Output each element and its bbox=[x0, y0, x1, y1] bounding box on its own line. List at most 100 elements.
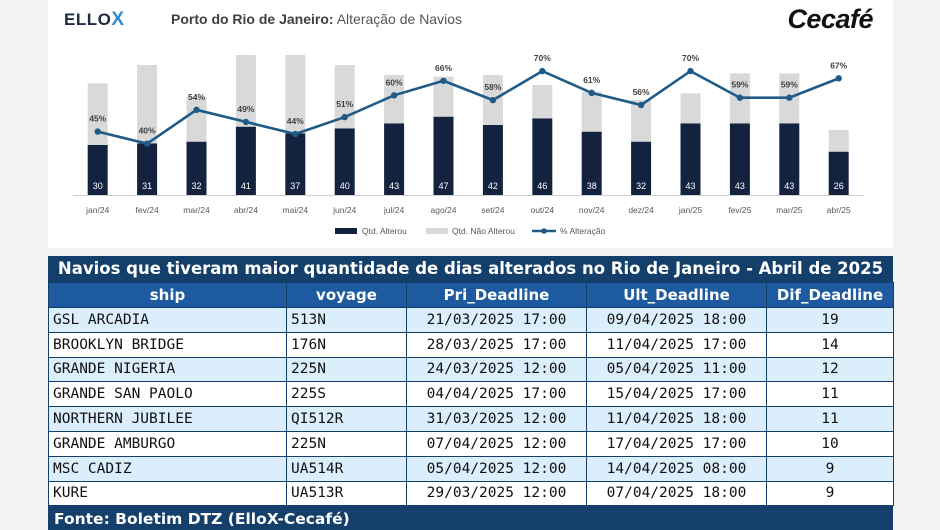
table-row: KURE UA513R 29/03/2025 12:00 07/04/2025 18:… bbox=[48, 481, 894, 507]
table-body: GSL ARCADIA 513N 21/03/2025 17:00 09/04/202… bbox=[48, 307, 894, 507]
bar-value-label: 32 bbox=[191, 181, 201, 191]
table-row: GRANDE AMBURGO 225N 07/04/2025 12:00 17/04/… bbox=[48, 431, 894, 457]
line-pct-alteracao bbox=[97, 69, 840, 146]
col-header-pri-deadline: Pri_Deadline bbox=[406, 282, 587, 308]
chart-panel: ELLOX Porto do Rio de Janeiro: Alteração… bbox=[48, 0, 893, 248]
col-header-ult-deadline: Ult_Deadline bbox=[586, 282, 767, 308]
line-data-label: 66% bbox=[435, 63, 452, 73]
cell-dif-deadline: 11 bbox=[766, 406, 894, 432]
bar-qtd-nao-alterou bbox=[87, 83, 108, 145]
bar-qtd-alterou bbox=[433, 116, 454, 195]
chart-title-bold: Porto do Rio de Janeiro: bbox=[171, 11, 334, 27]
col-header-voyage: voyage bbox=[286, 282, 407, 308]
line-point bbox=[193, 106, 200, 114]
cell-pri-deadline: 28/03/2025 17:00 bbox=[406, 332, 587, 358]
cell-dif-deadline: 12 bbox=[766, 357, 894, 383]
bar-value-label: 40 bbox=[340, 181, 350, 191]
cell-pri-deadline: 07/04/2025 12:00 bbox=[406, 431, 587, 457]
bar-qtd-alterou bbox=[729, 123, 750, 195]
bar-qtd-nao-alterou bbox=[532, 85, 553, 119]
line-point bbox=[786, 94, 793, 101]
cell-ult-deadline: 11/04/2025 18:00 bbox=[586, 406, 767, 432]
bar-value-label: 43 bbox=[735, 181, 745, 191]
bar-qtd-nao-alterou bbox=[137, 65, 158, 144]
bar-value-label: 43 bbox=[685, 181, 695, 191]
cell-voyage: UA513R bbox=[286, 481, 407, 507]
line-point bbox=[440, 77, 447, 84]
bar-qtd-nao-alterou bbox=[235, 55, 256, 127]
line-data-label: 61% bbox=[583, 75, 600, 85]
bar-qtd-alterou bbox=[482, 125, 503, 195]
line-point bbox=[94, 128, 101, 135]
col-header-dif-deadline: Dif_Deadline bbox=[766, 282, 894, 308]
bar-qtd-alterou bbox=[137, 143, 158, 195]
cell-ult-deadline: 17/04/2025 17:00 bbox=[586, 431, 767, 457]
bar-value-label: 31 bbox=[142, 181, 152, 191]
line-data-label: 51% bbox=[336, 99, 353, 109]
cell-pri-deadline: 21/03/2025 17:00 bbox=[406, 307, 587, 333]
cell-voyage: 225N bbox=[286, 357, 407, 383]
cell-pri-deadline: 24/03/2025 12:00 bbox=[406, 357, 587, 383]
x-tick-label: set/24 bbox=[481, 205, 504, 215]
table-row: BROOKLYN BRIDGE 176N 28/03/2025 17:00 11/04… bbox=[48, 332, 894, 358]
x-tick-label: mar/24 bbox=[183, 205, 210, 215]
cell-ship: GSL ARCADIA bbox=[48, 307, 287, 333]
line-data-label: 44% bbox=[287, 116, 304, 126]
chart-svg: 30 jan/24 31 fev/24 32 mar/24 41 abr/24 37 mai/24… bbox=[73, 53, 864, 236]
line-point bbox=[835, 75, 842, 82]
cell-pri-deadline: 04/04/2025 17:00 bbox=[406, 381, 587, 408]
table-row: GSL ARCADIA 513N 21/03/2025 17:00 09/04/202… bbox=[48, 307, 894, 333]
bar-qtd-alterou bbox=[680, 123, 701, 195]
bar-qtd-nao-alterou bbox=[828, 130, 849, 152]
x-tick-label: ago/24 bbox=[431, 205, 457, 215]
line-data-label: 59% bbox=[731, 80, 748, 90]
source-note: Fonte: Boletim DTZ (ElloX-Cecafé) bbox=[54, 510, 350, 528]
table-row: MSC CADIZ UA514R 05/04/2025 12:00 14/04/202… bbox=[48, 456, 894, 482]
bar-qtd-alterou bbox=[334, 128, 355, 195]
chart-title-rest: Alteração de Navios bbox=[336, 11, 462, 27]
bar-value-label: 42 bbox=[488, 181, 498, 191]
line-point bbox=[143, 140, 151, 147]
table-title: Navios que tiveram maior quantidade de d… bbox=[57, 259, 884, 278]
col-header-ship: ship bbox=[48, 282, 287, 308]
bar-value-label: 43 bbox=[784, 181, 794, 191]
line-data-label: 49% bbox=[237, 104, 254, 114]
cell-pri-deadline: 31/03/2025 12:00 bbox=[406, 406, 587, 432]
bar-qtd-nao-alterou bbox=[680, 93, 701, 124]
cell-voyage: 176N bbox=[286, 332, 407, 358]
bar-value-label: 26 bbox=[834, 181, 844, 191]
x-tick-label: jan/24 bbox=[85, 205, 109, 215]
cell-voyage: 225S bbox=[286, 381, 407, 408]
bar-qtd-nao-alterou bbox=[334, 65, 355, 129]
cell-ship: BROOKLYN BRIDGE bbox=[48, 332, 287, 358]
bar-qtd-alterou bbox=[581, 131, 602, 195]
table-row: GRANDE SAN PAOLO 225S 04/04/2025 17:00 15/0… bbox=[48, 381, 894, 408]
bar-value-label: 30 bbox=[93, 181, 103, 191]
bar-qtd-nao-alterou bbox=[433, 76, 454, 117]
line-point bbox=[539, 67, 546, 75]
cell-pri-deadline: 29/03/2025 12:00 bbox=[406, 481, 587, 507]
x-tick-label: dez/24 bbox=[628, 205, 654, 215]
bar-value-label: 37 bbox=[290, 181, 300, 191]
x-tick-label: nov/24 bbox=[579, 205, 605, 215]
x-tick-label: abr/24 bbox=[234, 205, 258, 215]
line-point bbox=[341, 113, 348, 121]
bar-value-label: 41 bbox=[241, 181, 251, 191]
bar-qtd-alterou bbox=[285, 133, 306, 195]
x-tick-label: fev/24 bbox=[136, 205, 159, 215]
bar-qtd-nao-alterou bbox=[186, 96, 207, 142]
x-tick-label: jan/25 bbox=[678, 205, 702, 215]
bar-qtd-nao-alterou bbox=[631, 100, 652, 142]
line-data-label: 56% bbox=[633, 87, 650, 97]
legend-swatch-nao-alterou bbox=[426, 228, 448, 234]
legend-label-nao-alterou: Qtd. Não Alterou bbox=[452, 226, 515, 236]
cell-voyage: 513N bbox=[286, 307, 407, 333]
bar-value-label: 38 bbox=[587, 181, 597, 191]
bar-value-label: 46 bbox=[537, 181, 547, 191]
cell-voyage: QI512R bbox=[286, 406, 407, 432]
cell-dif-deadline: 9 bbox=[766, 481, 894, 507]
x-tick-label: abr/25 bbox=[827, 205, 851, 215]
cell-ship: MSC CADIZ bbox=[48, 456, 287, 482]
line-point bbox=[292, 130, 299, 138]
bar-qtd-alterou bbox=[828, 151, 849, 195]
